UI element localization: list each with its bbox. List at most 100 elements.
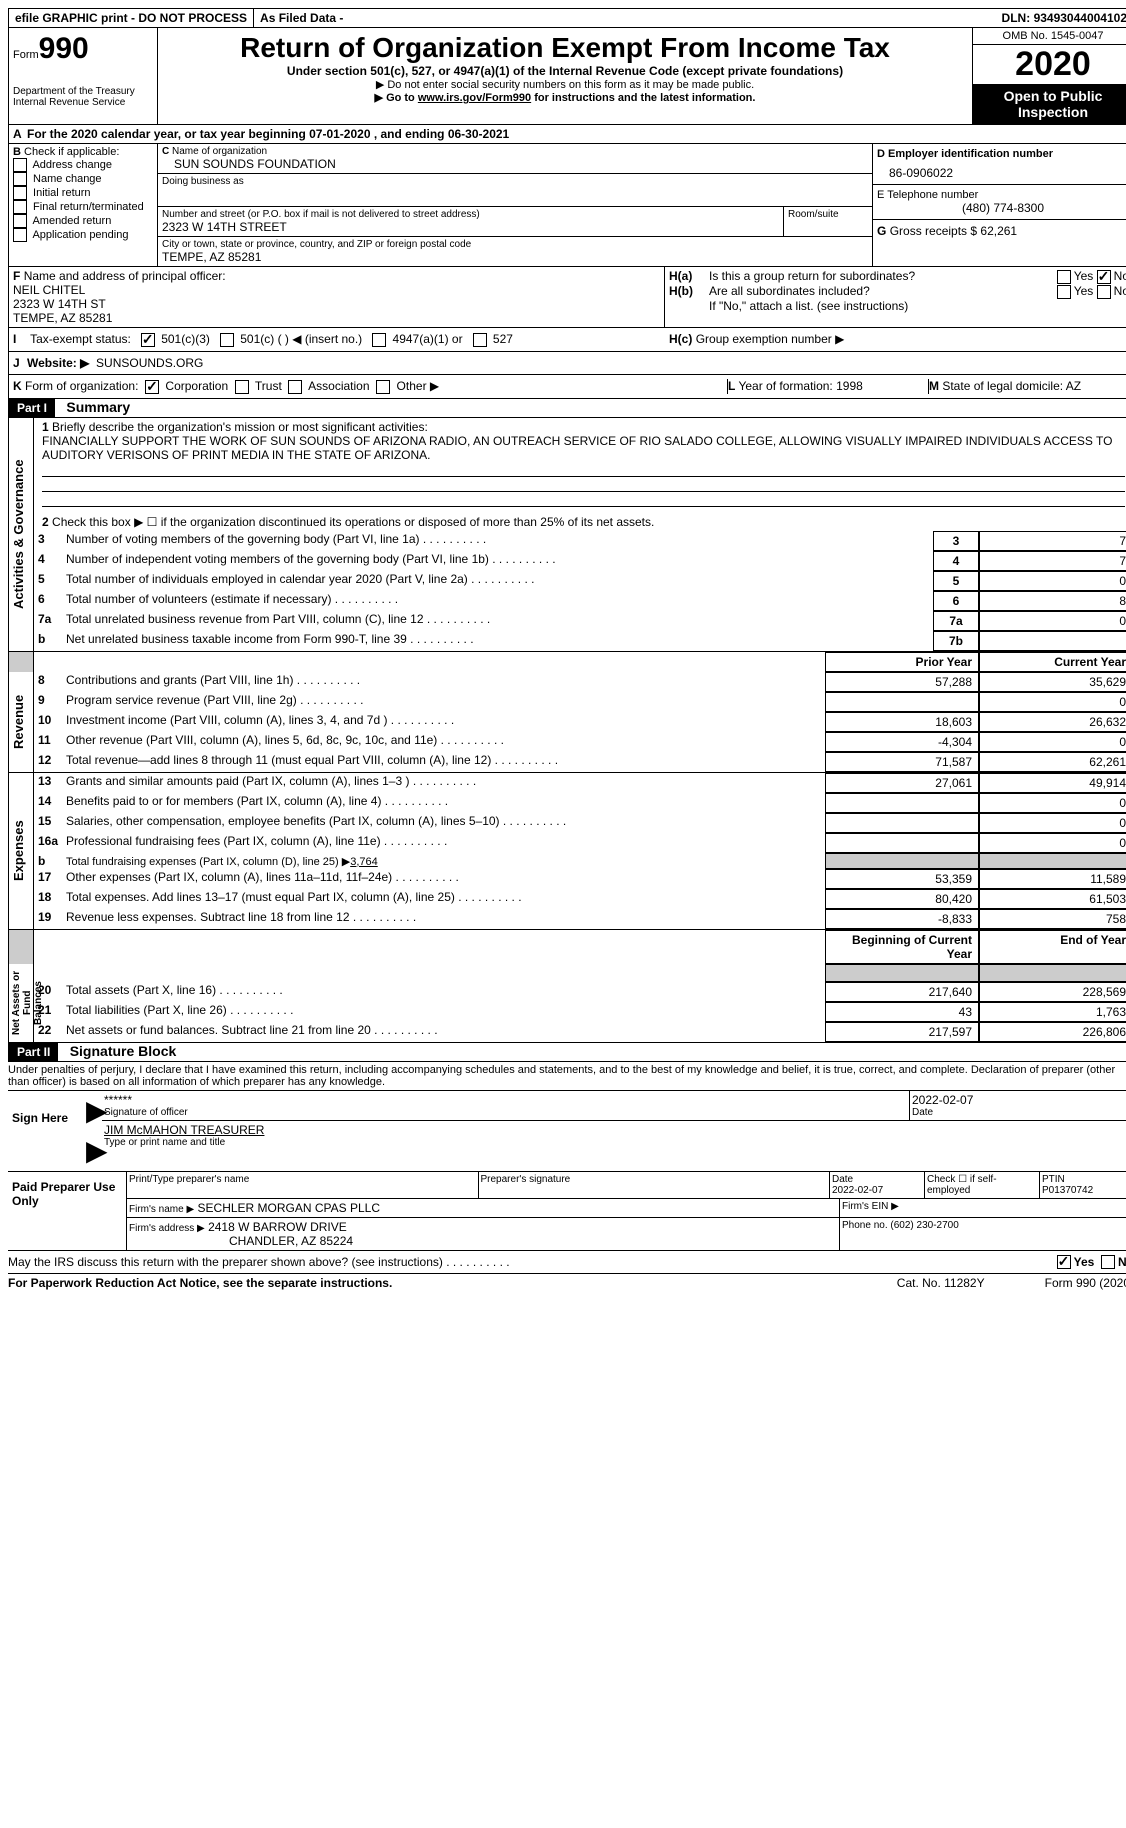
- section-a-row: A For the 2020 calendar year, or tax yea…: [8, 125, 1126, 144]
- l2-label: Check this box ▶ ☐ if the organization d…: [52, 515, 654, 529]
- m-text: State of legal domicile:: [942, 379, 1063, 393]
- i-527-checkbox[interactable]: [473, 333, 487, 347]
- b-option-checkbox[interactable]: [13, 172, 27, 186]
- officer-name: NEIL CHITEL: [13, 283, 660, 297]
- part1-label: Part I: [9, 399, 55, 417]
- col-sig-label: Preparer's signature: [479, 1172, 831, 1198]
- side-expenses: Expenses: [9, 773, 33, 929]
- paid-preparer-block: Paid Preparer Use Only Print/Type prepar…: [8, 1172, 1126, 1251]
- summary-line: 9Program service revenue (Part VIII, lin…: [34, 692, 1126, 712]
- firm-name-value: SECHLER MORGAN CPAS PLLC: [198, 1201, 381, 1215]
- i-501c-checkbox[interactable]: [220, 333, 234, 347]
- tax-year: 2020: [973, 45, 1126, 84]
- b-option-checkbox[interactable]: [13, 214, 27, 228]
- current-year-header: Current Year: [979, 652, 1126, 672]
- k-trust-checkbox[interactable]: [235, 380, 249, 394]
- summary-line: 18Total expenses. Add lines 13–17 (must …: [34, 889, 1126, 909]
- phone-value: (480) 774-8300: [877, 201, 1126, 215]
- sig-date-label: Date: [912, 1107, 1126, 1118]
- sig-officer-label: Signature of officer: [104, 1107, 907, 1118]
- paperwork-text: For Paperwork Reduction Act Notice, see …: [8, 1276, 392, 1290]
- city-label: City or town, state or province, country…: [162, 239, 868, 250]
- m-value: AZ: [1066, 379, 1081, 393]
- l-label: L: [728, 379, 735, 393]
- discuss-text: May the IRS discuss this return with the…: [8, 1255, 443, 1269]
- website-value: SUNSOUNDS.ORG: [96, 356, 203, 370]
- dln-label: DLN:: [1002, 11, 1031, 25]
- firm-addr-label: Firm's address ▶: [129, 1223, 205, 1234]
- discuss-yes-checkbox[interactable]: [1057, 1255, 1071, 1269]
- hb-text: Are all subordinates included?: [709, 284, 1057, 299]
- type-name-label: Type or print name and title: [104, 1137, 1126, 1148]
- summary-line: 12Total revenue—add lines 8 through 11 (…: [34, 752, 1126, 772]
- top-bar: efile GRAPHIC print - DO NOT PROCESS As …: [8, 8, 1126, 28]
- part1-title: Summary: [58, 397, 138, 417]
- hb-no-checkbox[interactable]: [1097, 285, 1111, 299]
- l2-num: 2: [42, 515, 49, 529]
- sign-here-label: Sign Here: [8, 1091, 86, 1171]
- street-value: 2323 W 14TH STREET: [162, 220, 779, 234]
- b-option-checkbox[interactable]: [13, 200, 27, 214]
- ha-text: Is this a group return for subordinates?: [709, 269, 1057, 284]
- expenses-block: Expenses 13Grants and similar amounts pa…: [8, 772, 1126, 929]
- prior-year-header: Prior Year: [825, 652, 979, 672]
- summary-line: 3Number of voting members of the governi…: [34, 531, 1126, 551]
- sig-date-value: 2022-02-07: [912, 1093, 1126, 1107]
- col-check-label: Check ☐ if self-employed: [925, 1172, 1040, 1198]
- officer-addr2: TEMPE, AZ 85281: [13, 311, 660, 325]
- form-footer: Form 990 (2020): [1045, 1276, 1126, 1290]
- summary-line: 4Number of independent voting members of…: [34, 551, 1126, 571]
- officer-name-title: JIM McMAHON TREASURER: [104, 1123, 1126, 1137]
- i-text: Tax-exempt status:: [30, 332, 131, 346]
- summary-line: 15Salaries, other compensation, employee…: [34, 813, 1126, 833]
- discuss-row: May the IRS discuss this return with the…: [8, 1251, 1126, 1275]
- bcdeg-block: B Check if applicable: Address change Na…: [8, 144, 1126, 266]
- form-label: Form: [13, 49, 39, 61]
- discuss-no-checkbox[interactable]: [1101, 1255, 1115, 1269]
- b-label: B: [13, 146, 21, 158]
- l1-num: 1: [42, 420, 49, 434]
- declaration-text: Under penalties of perjury, I declare th…: [8, 1062, 1126, 1090]
- k-other-checkbox[interactable]: [376, 380, 390, 394]
- i-4947-checkbox[interactable]: [372, 333, 386, 347]
- net-header: Beginning of Current Year End of Year: [8, 929, 1126, 964]
- firm-name-label: Firm's name ▶: [129, 1204, 194, 1215]
- b-option-checkbox[interactable]: [13, 228, 27, 242]
- hb-yes-checkbox[interactable]: [1057, 285, 1071, 299]
- f-text: Name and address of principal officer:: [24, 269, 226, 283]
- summary-line: 5Total number of individuals employed in…: [34, 571, 1126, 591]
- hc-label: H(c): [669, 332, 692, 346]
- ha-label: H(a): [669, 269, 709, 284]
- part2-header: Part II Signature Block: [8, 1043, 1126, 1062]
- end-year-header: End of Year: [979, 930, 1126, 964]
- ha-no-checkbox[interactable]: [1097, 270, 1111, 284]
- l-value: 1998: [836, 379, 863, 393]
- b-option-checkbox[interactable]: [13, 158, 27, 172]
- l1-label: Briefly describe the organization's miss…: [52, 420, 428, 434]
- dln-value: 93493044004102: [1034, 11, 1126, 25]
- j-label: J: [13, 356, 27, 370]
- k-corp-checkbox[interactable]: [145, 380, 159, 394]
- firm-ein-label: Firm's EIN ▶: [840, 1199, 1126, 1217]
- b-option-checkbox[interactable]: [13, 186, 27, 200]
- paid-preparer-label: Paid Preparer Use Only: [8, 1172, 126, 1250]
- a-label: A: [13, 127, 27, 141]
- room-label: Room/suite: [784, 207, 872, 236]
- cat-no: Cat. No. 11282Y: [897, 1276, 985, 1290]
- form-title: Return of Organization Exempt From Incom…: [162, 32, 968, 64]
- side-net-assets: Net Assets or Fund Balances: [9, 964, 46, 1042]
- net-assets-block: Net Assets or Fund Balances 20Total asse…: [8, 964, 1126, 1043]
- firm-phone-label: Phone no.: [842, 1220, 888, 1231]
- open-public-label: Open to Public Inspection: [973, 84, 1126, 124]
- goto-link[interactable]: www.irs.gov/Form990: [418, 92, 531, 104]
- dept-label: Department of the Treasury Internal Reve…: [13, 86, 153, 108]
- c-name-lbl: Name of organization: [172, 146, 267, 157]
- g-label: G: [877, 224, 886, 238]
- i-501c3-checkbox[interactable]: [141, 333, 155, 347]
- g-text: Gross receipts $: [890, 224, 977, 238]
- ha-yes-checkbox[interactable]: [1057, 270, 1071, 284]
- k-assoc-checkbox[interactable]: [288, 380, 302, 394]
- j-text: Website: ▶: [27, 356, 89, 370]
- summary-line: 10Investment income (Part VIII, column (…: [34, 712, 1126, 732]
- col-print-label: Print/Type preparer's name: [127, 1172, 479, 1198]
